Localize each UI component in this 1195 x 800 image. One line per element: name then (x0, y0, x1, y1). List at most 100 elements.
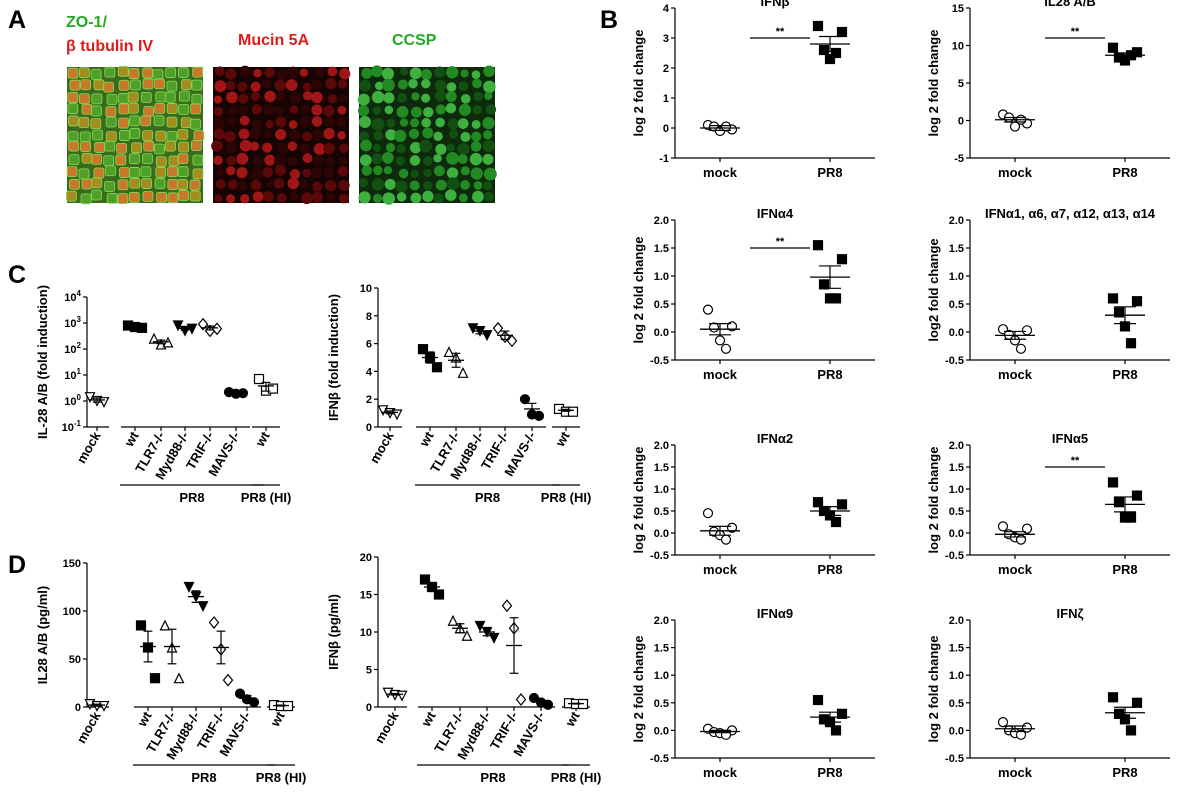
chart-c1-y-tick-label: 10-1 (62, 419, 82, 434)
cell (372, 143, 381, 152)
chart-c1-point (148, 332, 160, 344)
cell (117, 193, 129, 205)
chart-c1-point (197, 317, 209, 331)
chart-b5-y-tick-label: 0.0 (654, 528, 669, 540)
chart-b8-point (1107, 692, 1119, 703)
cell (469, 152, 483, 166)
chart-d1-y-tick-label: 150 (63, 558, 81, 570)
cell (434, 66, 446, 78)
cell (358, 177, 369, 188)
cell (398, 168, 409, 179)
cell (227, 179, 238, 190)
chart-b6-x-label-pr8: PR8 (1112, 562, 1137, 577)
chart-b4-point (1021, 325, 1033, 336)
chart-d1-point (135, 620, 147, 631)
cell (289, 105, 299, 114)
cell (238, 128, 250, 140)
cell (105, 106, 117, 118)
chart-d1-point (222, 673, 234, 687)
cell (433, 193, 444, 204)
cell (277, 143, 289, 155)
chart-b4-y-tick-label: 1.0 (949, 271, 964, 283)
chart-b5-y-tick-label: 1.0 (654, 484, 669, 496)
chart-d1-x-label: wt (267, 708, 288, 729)
cell (166, 116, 178, 128)
cell (140, 166, 152, 178)
cell (434, 79, 447, 92)
cell (94, 142, 106, 153)
chart-b2-y-tick-label: 0 (958, 116, 964, 128)
chart-b3-y-label: log 2 fold change (631, 237, 646, 344)
cell (180, 117, 192, 129)
chart-d2-y-tick-label: 20 (360, 552, 372, 564)
cell (410, 192, 422, 204)
chart-c1-y-tick-label: 101 (64, 367, 81, 382)
cell (287, 156, 298, 167)
cell (103, 155, 115, 167)
chart-b2-point (1107, 42, 1119, 53)
chart-d1-point (173, 672, 185, 684)
chart-b7-y-tick-label: 0.0 (654, 725, 669, 737)
micrograph-label-1-line-2: β tubulin IV (66, 38, 153, 55)
cell (69, 178, 80, 190)
chart-d1-point (197, 601, 209, 613)
chart-b1-point (824, 53, 836, 65)
cell (93, 167, 105, 179)
chart-b6-significance-label: ** (1071, 455, 1080, 467)
chart-c1-group-label: PR8 (179, 490, 204, 505)
cell (302, 168, 312, 178)
chart-b3-y-tick-label: 0.0 (654, 327, 669, 339)
cell (373, 165, 383, 176)
chart-b1-x-label-pr8: PR8 (817, 165, 842, 180)
cell (337, 131, 346, 140)
chart-d2-y-tick-label: 5 (366, 665, 372, 677)
chart-b1-y-tick-label: 3 (663, 33, 669, 45)
cell (239, 65, 251, 77)
chart-b7-point (836, 708, 848, 719)
chart-d2-point (396, 690, 408, 702)
cell (215, 179, 226, 190)
chart-c1-point (253, 373, 265, 385)
cell (409, 180, 420, 191)
cell (167, 179, 179, 190)
chart-b2-y-tick-label: -5 (954, 153, 964, 165)
chart-b3-significance-label: ** (776, 236, 785, 248)
cell (181, 79, 192, 91)
cell (191, 79, 203, 91)
cell (470, 167, 483, 180)
chart-c2-group-label: PR8 (475, 490, 500, 505)
cell (359, 79, 371, 92)
chart-b5-y-tick-label: 0.5 (654, 506, 669, 518)
chart-c2-y-tick-label: 8 (366, 311, 372, 323)
chart-b7-x-label-mock: mock (703, 765, 738, 780)
cell (445, 91, 457, 102)
chart-b2: IL28 A/B log 2 fold change -5 0 5 10 15 mock PR8… (926, 0, 1170, 180)
cell (177, 153, 189, 165)
cell (324, 116, 336, 128)
chart-c2-point (481, 330, 493, 342)
chart-b7-y-tick-label: 2.0 (654, 615, 669, 627)
chart-b3-point (708, 322, 720, 333)
cell (460, 180, 470, 190)
cell (67, 103, 79, 115)
micrograph-image-1 (65, 65, 205, 205)
cell (371, 117, 385, 131)
cell (311, 167, 323, 179)
chart-b1-y-label: log 2 fold change (631, 30, 646, 137)
cell (65, 190, 77, 202)
cell (215, 66, 225, 77)
cell (395, 180, 408, 193)
cell (240, 194, 250, 204)
cell (213, 117, 225, 129)
chart-b3-point (836, 254, 848, 265)
cell (339, 68, 351, 80)
cell (192, 154, 204, 166)
chart-b3-point (720, 343, 732, 354)
cell (472, 105, 482, 115)
chart-b4-title: IFNα1, α6, α7, α12, α13, α14 (985, 206, 1156, 221)
micrograph-image-3 (357, 65, 497, 205)
cell (252, 191, 264, 203)
cell (458, 103, 471, 116)
chart-c1-y-tick-label: 102 (64, 341, 81, 356)
